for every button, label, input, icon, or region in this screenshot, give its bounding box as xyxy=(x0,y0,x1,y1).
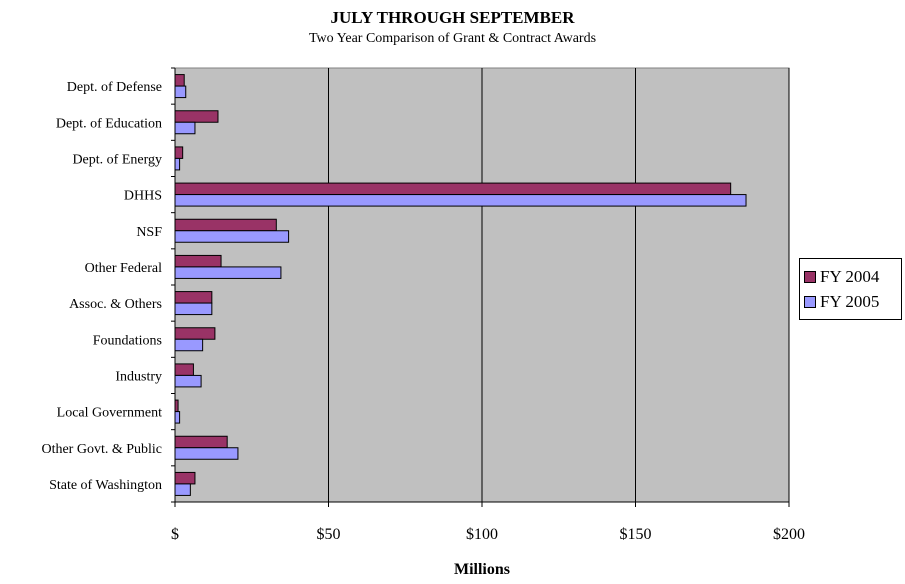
axis-labels: Dept. of Defense Dept. of Education Dept. … xyxy=(41,80,805,543)
bar-fy2005 xyxy=(174,194,747,207)
y-tick-label: State of Washington xyxy=(49,478,162,493)
x-tick-label: $50 xyxy=(317,526,341,543)
bar-fy2005 xyxy=(174,230,290,243)
y-tick-label: Local Government xyxy=(57,406,162,421)
bar-fy2005 xyxy=(174,374,202,388)
x-tick-label: $200 xyxy=(773,526,805,543)
bar-fy2004 xyxy=(174,146,184,159)
x-tick-label: $100 xyxy=(466,526,498,543)
y-tick-label: Dept. of Education xyxy=(56,116,162,131)
bar-fy2004 xyxy=(174,110,219,123)
bar-fy2005 xyxy=(174,85,187,99)
bar-fy2005 xyxy=(174,447,239,460)
y-tick-label: Other Federal xyxy=(85,261,162,276)
bar-fy2004 xyxy=(174,182,732,196)
bar-fy2004 xyxy=(174,291,213,304)
y-tick-label: Assoc. & Others xyxy=(69,297,162,312)
bar-fy2005 xyxy=(174,157,181,171)
axes xyxy=(171,67,790,507)
x-tick-label: $ xyxy=(171,526,179,543)
gridlines xyxy=(328,68,790,502)
y-tick-label: Dept. of Defense xyxy=(67,80,162,95)
bar-fy2005 xyxy=(174,338,204,352)
legend-label-fy2005: FY 2005 xyxy=(820,291,880,311)
bar-fy2005 xyxy=(174,266,282,279)
x-tick-label: $150 xyxy=(620,526,652,543)
legend-label-fy2004: FY 2004 xyxy=(820,266,880,286)
bar-fy2004 xyxy=(174,74,185,87)
bars xyxy=(174,74,747,496)
bar-fy2005 xyxy=(174,411,181,424)
y-tick-label: Dept. of Energy xyxy=(72,152,162,167)
bar-fy2004 xyxy=(174,363,194,376)
legend-swatch-fy2005 xyxy=(804,295,816,308)
chart-subtitle: Two Year Comparison of Grant & Contract … xyxy=(308,31,597,46)
bar-fy2005 xyxy=(174,302,213,316)
legend-item-fy2004: FY 2004 xyxy=(804,264,901,289)
chart-title: JULY THROUGH SEPTEMBER xyxy=(330,8,575,27)
y-tick-label: Other Govt. & Public xyxy=(41,442,162,457)
bar-fy2005 xyxy=(174,483,191,496)
x-axis-title: Millions xyxy=(453,561,510,578)
y-tick-label: DHHS xyxy=(124,189,162,204)
y-tick-label: Foundations xyxy=(93,333,162,348)
legend-swatch-fy2004 xyxy=(804,270,816,283)
bar-fy2005 xyxy=(174,121,196,135)
y-tick-label: NSF xyxy=(136,225,162,240)
y-tick-label: Industry xyxy=(115,369,162,384)
bar-fy2004 xyxy=(174,218,277,232)
legend: FY 2004 FY 2005 xyxy=(799,258,902,320)
bar-fy2004 xyxy=(174,327,216,340)
legend-item-fy2005: FY 2005 xyxy=(804,289,901,314)
bar-fy2004 xyxy=(174,254,222,268)
bar-fy2004 xyxy=(174,471,196,485)
bar-fy2004 xyxy=(174,435,228,449)
